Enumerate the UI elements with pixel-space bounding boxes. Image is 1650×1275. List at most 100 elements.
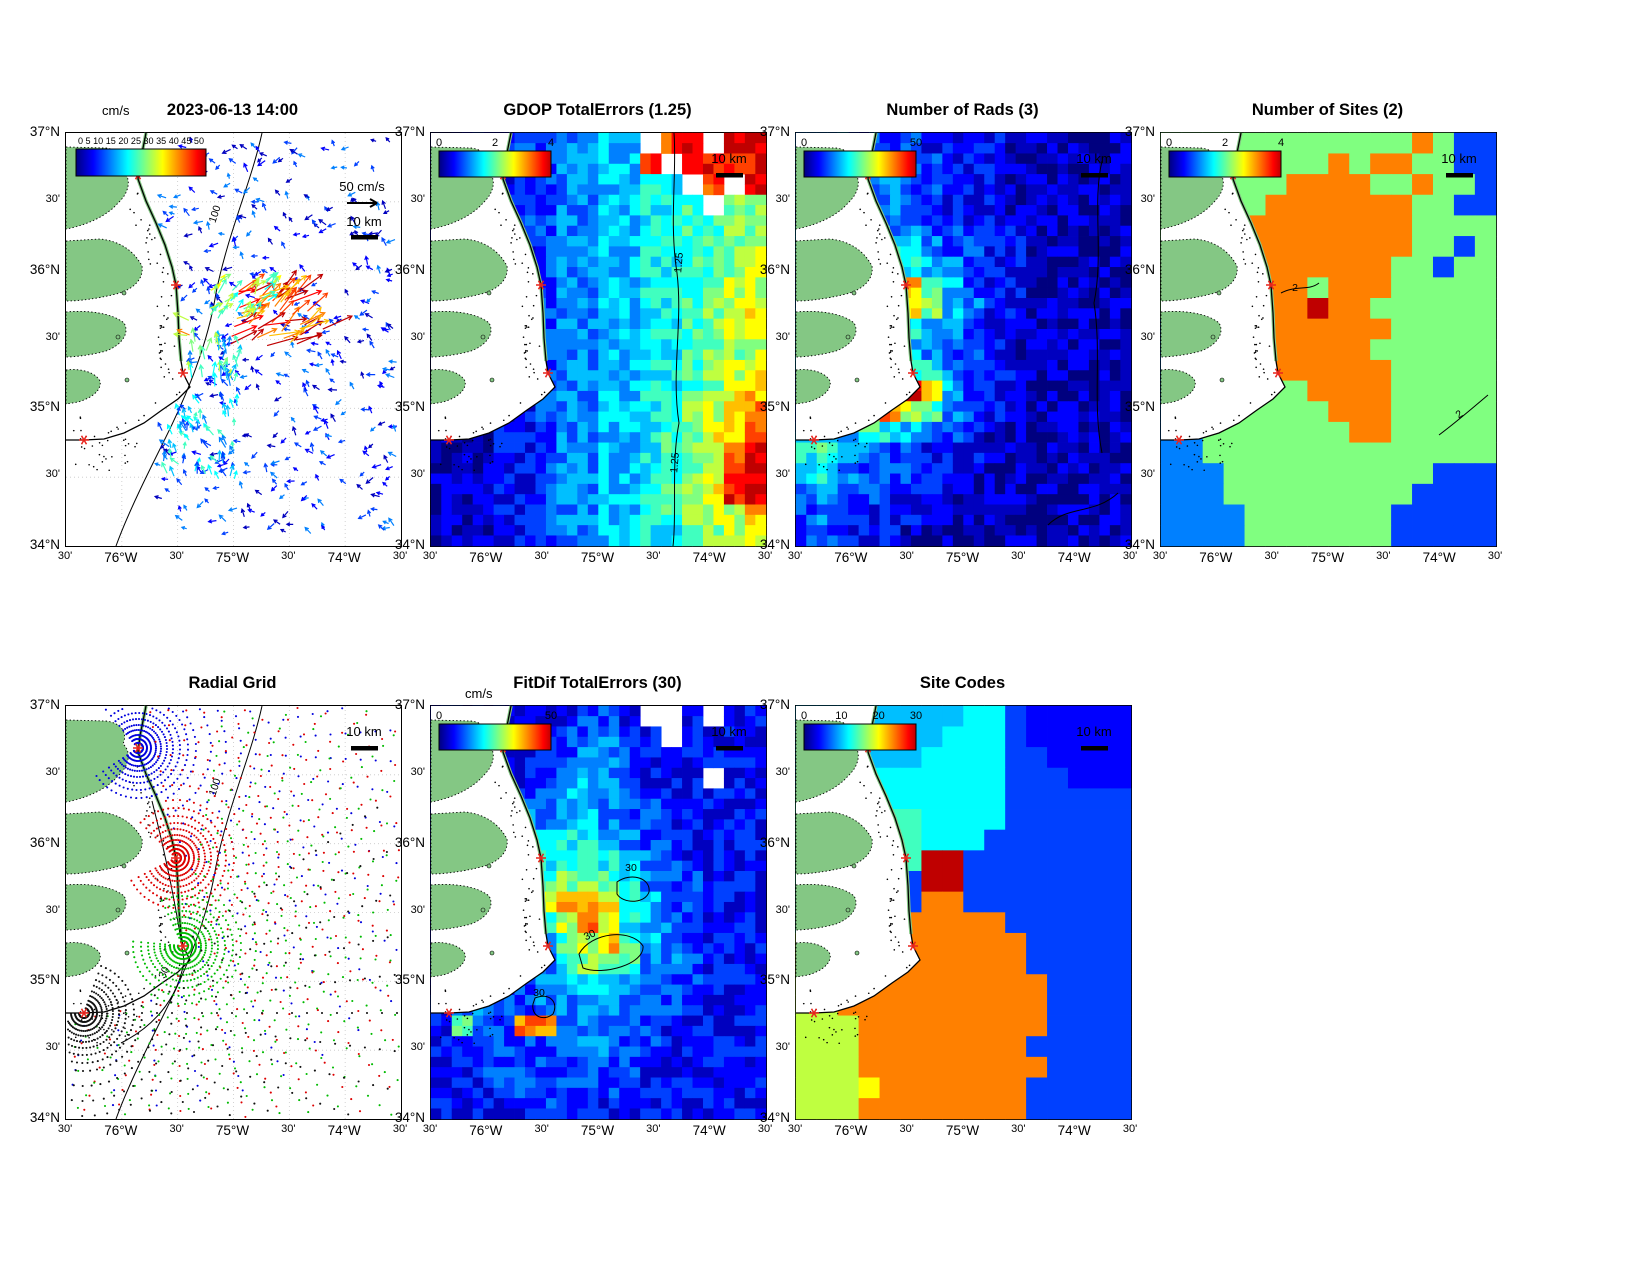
map-canvas: 30 30 30 0 50 cm/s 10 km: [430, 686, 767, 1120]
x-axis-tick-label: 30': [899, 1123, 914, 1135]
x-axis-tick-label: 74°W: [692, 1123, 726, 1138]
y-axis-tick-label: 30': [410, 468, 425, 481]
velocity-scale-legend: 50 cm/s: [339, 179, 385, 208]
site-asterisk-icon: [1266, 280, 1276, 290]
land-and-coast: [65, 705, 191, 1045]
scale-bar-label: 10 km: [711, 724, 746, 739]
y-axis-tick-label: 34°N: [759, 537, 790, 552]
x-axis-tick-label: 30': [1122, 1123, 1138, 1135]
map-canvas: 0 10 20 30 10 km: [795, 705, 1132, 1120]
y-axis-tick-label: 30': [45, 330, 60, 343]
x-axis-tick-label: 30': [169, 550, 184, 562]
colorbar-tick: 0: [1166, 137, 1172, 149]
y-axis-tick-label: 35°N: [1124, 399, 1155, 415]
x-axis-tick-label: 30': [57, 1123, 73, 1135]
y-axis-tick-label: 30': [410, 903, 425, 916]
mainland: [65, 811, 143, 875]
x-axis-tick-label: 75°W: [1310, 550, 1345, 565]
x-axis-tick-label: 30': [1011, 1123, 1026, 1135]
colorbar-tick: 50: [545, 710, 557, 722]
y-axis-tick-label: 30': [1140, 468, 1155, 481]
site-asterisk-icon: [543, 941, 553, 951]
map-canvas: 100 30 10 km: [65, 705, 401, 1120]
colorbar-units-label: cm/s: [465, 686, 493, 701]
y-axis-tick-label: 36°N: [394, 834, 425, 850]
site-asterisk-icon: [171, 280, 181, 290]
y-axis-tick-label: 34°N: [394, 1110, 425, 1125]
y-axis-tick-label: 35°N: [394, 972, 425, 988]
site-asterisk-icon: [444, 435, 454, 445]
mainland: [795, 238, 873, 302]
contour-lines: [1047, 160, 1119, 526]
coastline: [431, 132, 556, 441]
y-axis-tick-label: 36°N: [29, 261, 60, 277]
y-axis-tick-label: 37°N: [394, 124, 425, 139]
x-axis-tick-label: 76°W: [104, 1123, 138, 1138]
coastline: [66, 132, 191, 441]
x-axis-tick-label: 75°W: [215, 1123, 250, 1138]
colorbar: 0 2 4: [1166, 137, 1284, 178]
panel-title: Radial Grid: [188, 674, 277, 692]
y-axis-tick-label: 30': [775, 192, 790, 205]
colorbar-units-label: cm/s: [102, 103, 130, 118]
site-asterisk-icon: [178, 368, 188, 378]
contour-label: 30: [533, 987, 545, 999]
x-axis-tick-label: 30': [392, 550, 408, 562]
panel-title: Number of Rads (3): [886, 101, 1039, 119]
scale-bar-label: 10 km: [346, 724, 381, 739]
y-axis-tick-label: 30': [1140, 330, 1155, 343]
x-axis-tick-label: 30': [787, 550, 803, 562]
map-canvas: 1.25 1.25 0 2 4 10 km: [430, 132, 767, 547]
colorbar-tick: 20: [873, 710, 885, 722]
x-axis-tick-label: 75°W: [945, 1123, 980, 1138]
x-axis-tick-label: 30': [646, 1123, 661, 1135]
colorbar-tick: 4: [1278, 137, 1284, 149]
x-axis-tick-label: 74°W: [692, 550, 726, 565]
land-and-coast: [65, 132, 191, 472]
scale-bar-label: 10 km: [1076, 151, 1111, 166]
contour-label: 2: [1292, 282, 1298, 294]
mainland: [65, 311, 127, 358]
y-axis-tick-label: 36°N: [759, 261, 790, 277]
colorbar-tick: 2: [492, 137, 498, 149]
contour-label: 30: [582, 927, 598, 943]
contour-lines: 22: [1280, 282, 1489, 436]
panel-site-codes: Site Codes 0 10 20 30 10 km 37°N 30' 36°N 30' 35…: [760, 674, 1137, 1138]
site-asterisk-icon: [444, 1008, 454, 1018]
y-axis-tick-label: 30': [775, 903, 790, 916]
y-axis-tick-label: 37°N: [759, 697, 790, 712]
x-axis-tick-label: 30': [422, 550, 438, 562]
site-asterisk-icon: [133, 743, 143, 753]
coastline: [796, 132, 921, 441]
x-axis-tick-label: 74°W: [1057, 1123, 1091, 1138]
x-axis-tick-label: 76°W: [469, 1123, 503, 1138]
x-axis-tick-label: 75°W: [945, 550, 980, 565]
velocity-scale-arrow-icon: [347, 198, 378, 208]
mainland: [430, 942, 466, 978]
velocity-scale-label: 50 cm/s: [339, 179, 385, 194]
x-axis-tick-label: 30': [534, 1123, 549, 1135]
panel-title: Site Codes: [919, 674, 1006, 692]
x-axis-tick-label: 76°W: [1199, 550, 1233, 565]
site-asterisk-icon: [1174, 435, 1184, 445]
panel-gdop-total-errors: GDOP TotalErrors (1.25) 1.25 1.25 0 2 4 10 km…: [395, 101, 772, 565]
mainland: [430, 311, 492, 358]
mainland: [65, 369, 101, 405]
y-axis-tick-label: 37°N: [29, 697, 60, 712]
map-gdop-total-errors: 1.25 1.25 0 2 4 10 km: [430, 132, 767, 547]
contour-label: 2: [1453, 408, 1465, 421]
site-asterisk-icon: [809, 1008, 819, 1018]
site-asterisk-icon: [171, 853, 181, 863]
mainland: [430, 811, 508, 875]
y-axis-tick-label: 30': [410, 192, 425, 205]
radial-grid-points: [66, 706, 400, 1118]
mainland: [1160, 238, 1238, 302]
colorbar: 0 2 4: [436, 137, 554, 178]
site-asterisk-icon: [536, 853, 546, 863]
y-axis-tick-label: 35°N: [394, 399, 425, 415]
y-axis-tick-label: 30': [45, 1041, 60, 1054]
land-and-coast: [430, 132, 556, 472]
x-axis-tick-label: 30': [1122, 550, 1138, 562]
x-axis-tick-label: 30': [757, 1123, 773, 1135]
